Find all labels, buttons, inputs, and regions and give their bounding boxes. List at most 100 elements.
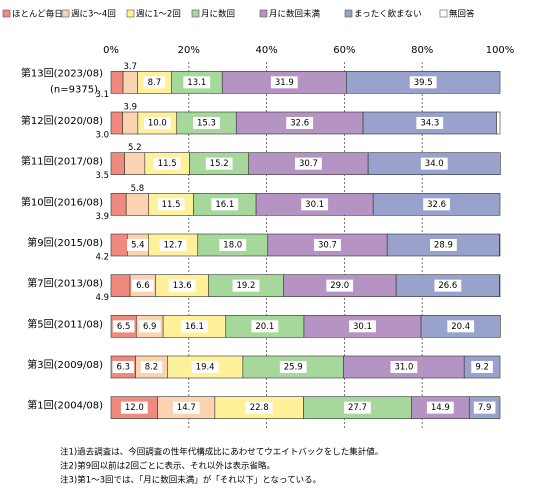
- value-label: 3.0: [95, 131, 109, 141]
- value-label-box: [132, 279, 154, 292]
- bar-segment: [125, 193, 150, 216]
- category-label: 第9回(2015/08): [27, 236, 103, 249]
- value-label: 5.2: [128, 143, 142, 153]
- value-label-box: [295, 157, 322, 170]
- value-label-box: [473, 401, 496, 414]
- value-label: 14.9: [431, 403, 450, 413]
- value-label: 8.7: [148, 78, 162, 88]
- value-label: 32.6: [427, 200, 446, 210]
- legend-swatch: [126, 9, 135, 18]
- value-label: 15.3: [197, 119, 216, 129]
- note: 注3)第1～3回では、「月に数回未満」が「それ以下」となっている。: [60, 475, 321, 486]
- value-label-box: [245, 401, 273, 414]
- bar-segment: [110, 71, 124, 94]
- note: 注2)第9回以前は2回ごとに表示、それ以外は表示省略。: [60, 461, 275, 472]
- legend-label: 無回答: [449, 9, 475, 20]
- value-label: 9.2: [475, 363, 489, 373]
- value-label: 10.0: [148, 119, 167, 129]
- value-label: 5.8: [131, 184, 145, 194]
- legend-label: ほとんど毎日: [12, 9, 63, 20]
- value-label-box: [416, 117, 444, 129]
- legend-swatch: [61, 9, 70, 18]
- category-label: 第1回(2004/08): [27, 399, 103, 412]
- value-label: 3.9: [123, 103, 137, 113]
- value-label-box: [112, 361, 135, 373]
- value-label: 34.3: [420, 119, 439, 129]
- value-label-box: [157, 198, 185, 211]
- value-label-box: [251, 320, 279, 333]
- value-label: 13.6: [173, 281, 192, 291]
- value-label: 7.9: [478, 403, 492, 413]
- value-label-box: [193, 117, 220, 129]
- bar-segment: [122, 71, 138, 94]
- value-label: 29.0: [330, 281, 349, 291]
- value-label: 20.4: [451, 322, 470, 332]
- bar-segment: [110, 274, 131, 297]
- bar-segment: [124, 152, 146, 175]
- value-label-box: [430, 239, 457, 251]
- bar-segment: [110, 152, 125, 175]
- value-label: 31.0: [394, 363, 413, 373]
- value-label-box: [159, 239, 187, 251]
- bar-segment: [110, 233, 128, 257]
- legend-label: 週に3～4回: [71, 10, 116, 20]
- value-label: 4.9: [95, 293, 109, 303]
- value-label: 27.7: [348, 403, 367, 413]
- value-label-box: [140, 361, 163, 373]
- value-label-box: [191, 361, 219, 373]
- value-label-box: [205, 157, 233, 170]
- value-label: 30.7: [318, 241, 337, 251]
- value-label: 12.0: [125, 403, 144, 413]
- bar-segment: [110, 111, 123, 135]
- value-label-box: [434, 279, 462, 292]
- value-label: 22.8: [250, 403, 269, 413]
- value-label: 14.7: [177, 403, 196, 413]
- value-label: 30.1: [305, 200, 324, 210]
- legend-label: 月に数回: [201, 9, 235, 20]
- bar-segment: [110, 193, 127, 216]
- value-label: 6.3: [116, 363, 130, 373]
- annotation: (n=9375): [50, 84, 98, 95]
- value-label: 6.9: [143, 322, 157, 332]
- value-label: 5.4: [131, 241, 145, 251]
- x-tick-label: 60%: [333, 45, 355, 56]
- note: 注1)過去調査は、今回調査の性年代構成比にあわせてウエイトバックをした集計値。: [60, 447, 383, 458]
- value-label: 6.6: [136, 281, 150, 291]
- value-label-box: [471, 361, 493, 373]
- value-label: 28.9: [434, 241, 453, 251]
- value-label: 12.7: [164, 241, 183, 251]
- value-label-box: [447, 320, 475, 333]
- category-label: 第13回(2023/08): [21, 66, 103, 79]
- value-label-box: [326, 279, 354, 292]
- value-label: 11.5: [162, 200, 181, 210]
- value-label: 39.5: [414, 78, 433, 88]
- value-label-box: [301, 198, 329, 211]
- legend-swatch: [259, 9, 268, 18]
- value-label-box: [172, 401, 200, 414]
- x-tick-label: 40%: [255, 45, 277, 56]
- value-label-box: [344, 401, 371, 414]
- legend-label: まったく飲まない: [354, 9, 422, 20]
- value-label: 18.0: [223, 241, 242, 251]
- value-label: 3.7: [123, 62, 137, 72]
- value-label-box: [426, 401, 454, 414]
- x-tick-label: 80%: [411, 45, 433, 56]
- value-label: 4.2: [95, 253, 109, 263]
- bar-segment: [122, 111, 139, 135]
- value-label: 3.5: [95, 171, 109, 181]
- legend-swatch: [191, 9, 200, 18]
- value-label-box: [390, 361, 418, 373]
- value-label: 16.1: [215, 200, 234, 210]
- value-label: 19.4: [196, 363, 215, 373]
- value-label: 13.1: [187, 78, 206, 88]
- value-label: 11.5: [158, 159, 177, 169]
- value-label-box: [120, 401, 148, 414]
- value-label: 3.1: [95, 90, 109, 100]
- value-label-box: [168, 279, 196, 292]
- value-label-box: [232, 279, 260, 292]
- category-label: 第5回(2011/08): [27, 317, 103, 330]
- value-label-box: [279, 361, 307, 373]
- value-label-box: [183, 76, 211, 89]
- value-label: 34.0: [425, 159, 444, 169]
